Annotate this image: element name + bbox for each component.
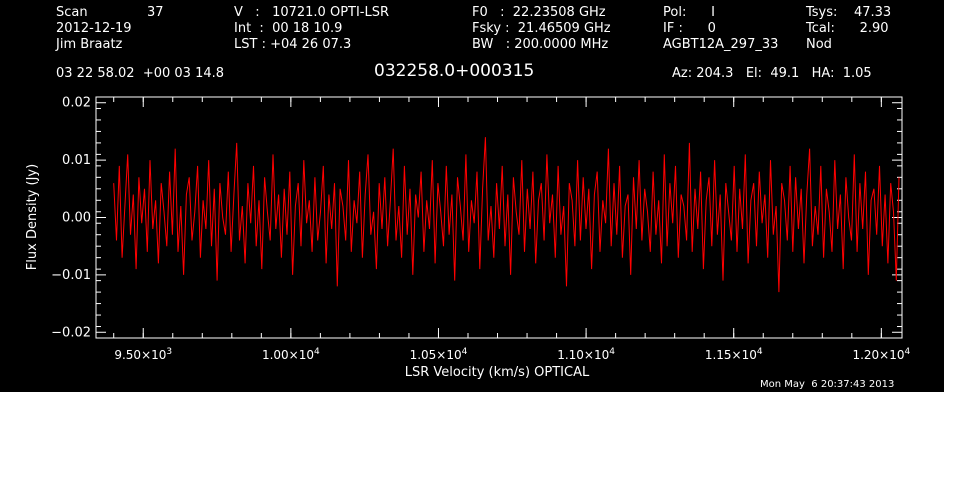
plot-panel bbox=[0, 0, 944, 392]
plot-timestamp: Mon May 6 20:37:43 2013 bbox=[760, 379, 895, 390]
x-tick-exponent: 4 bbox=[609, 347, 615, 357]
rest-frequency: F0 : 22.23508 GHz bbox=[472, 5, 606, 20]
x-tick-exponent: 4 bbox=[462, 347, 468, 357]
y-axis-title: Flux Density (Jy) bbox=[25, 164, 40, 270]
scan-label: Scan bbox=[56, 5, 88, 20]
bandwidth: BW : 200.0000 MHz bbox=[472, 37, 609, 52]
x-tick-exponent: 4 bbox=[757, 347, 763, 357]
x-axis-title: LSR Velocity (km/s) OPTICAL bbox=[405, 365, 590, 380]
x-tick-label: 1.10×104 bbox=[557, 347, 615, 362]
y-tick-label: −0.02 bbox=[51, 325, 91, 340]
x-tick-mantissa: 1.00×10 bbox=[262, 348, 314, 362]
project-id: AGBT12A_297_33 bbox=[663, 37, 779, 52]
sky-frequency: Fsky : 21.46509 GHz bbox=[472, 21, 611, 36]
series-layer bbox=[113, 137, 900, 293]
x-tick-exponent: 4 bbox=[314, 347, 320, 357]
observation-date: 2012-12-19 bbox=[56, 21, 132, 36]
y-tick-label: 0.01 bbox=[62, 153, 91, 168]
observing-mode: Nod bbox=[806, 37, 832, 52]
lst-info: LST : +04 26 07.3 bbox=[234, 37, 352, 52]
y-axis: 0.02 0.01 0.00 −0.01 −0.02 bbox=[51, 96, 902, 340]
integration-time: Int : 00 18 10.9 bbox=[234, 21, 343, 36]
x-tick-exponent: 4 bbox=[904, 347, 910, 357]
x-tick-mantissa: 9.50×10 bbox=[114, 348, 166, 362]
x-axis: 9.50×103 1.00×104 1.05×104 1.10×104 1.15×104… bbox=[113, 97, 910, 362]
observer-name: Jim Braatz bbox=[56, 37, 123, 52]
y-tick-label: −0.01 bbox=[51, 268, 91, 283]
spectrum-chart: 0.020.010.00−0.01−0.02 9.50×103 1.00×104 1… bbox=[25, 96, 910, 380]
cal-temperature: Tcal: 2.90 bbox=[806, 21, 889, 36]
x-tick-label: 1.20×104 bbox=[852, 347, 910, 362]
x-tick-label: 9.50×103 bbox=[114, 347, 172, 362]
source-coordinates: 03 22 58.02 +00 03 14.8 bbox=[56, 66, 225, 81]
spectrum-line bbox=[113, 137, 900, 293]
x-tick-label: 1.00×104 bbox=[262, 347, 320, 362]
az-el-ha: Az: 204.3 El: 49.1 HA: 1.05 bbox=[672, 66, 872, 81]
x-tick-mantissa: 1.10×10 bbox=[557, 348, 609, 362]
source-name: 032258.0+000315 bbox=[374, 61, 535, 81]
system-temperature: Tsys: 47.33 bbox=[806, 5, 892, 20]
y-tick-label: 0.02 bbox=[62, 96, 91, 111]
velocity-info: V : 10721.0 OPTI-LSR bbox=[234, 5, 390, 20]
x-tick-mantissa: 1.20×10 bbox=[852, 348, 904, 362]
x-tick-mantissa: 1.05×10 bbox=[410, 348, 462, 362]
polarization: Pol: I bbox=[663, 5, 715, 20]
x-tick-label: 1.15×104 bbox=[705, 347, 763, 362]
x-tick-exponent: 3 bbox=[166, 347, 172, 357]
x-tick-mantissa: 1.15×10 bbox=[705, 348, 757, 362]
y-tick-label: 0.00 bbox=[62, 211, 91, 226]
scan-number: 37 bbox=[147, 5, 164, 20]
if-number: IF : 0 bbox=[663, 21, 716, 36]
x-tick-label: 1.05×104 bbox=[410, 347, 468, 362]
